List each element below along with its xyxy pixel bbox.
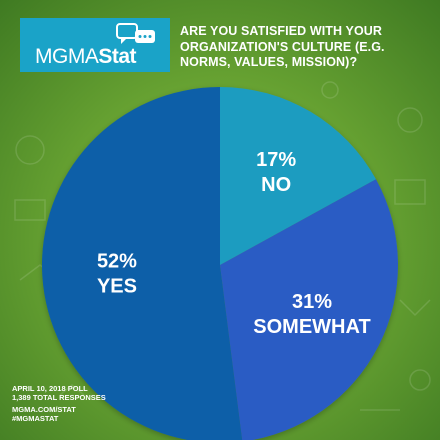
pie-slice-somewhat: [220, 179, 398, 440]
pie-label-category-no: NO: [261, 174, 291, 196]
total-responses: 1,389 TOTAL RESPONSES: [12, 393, 106, 402]
pie-slice-yes: [42, 87, 243, 440]
hashtag: #MGMASTAT: [12, 414, 59, 423]
poll-info: APRIL 10, 2018 POLL 1,389 TOTAL RESPONSE…: [12, 384, 152, 402]
pie-label-percent-no: 17%: [256, 149, 296, 171]
mgma-stat-logo: MGMAStat: [20, 18, 170, 72]
poll-question: ARE YOU SATISFIED WITH YOUR ORGANIZATION…: [180, 24, 385, 69]
pie-label-percent-somewhat: 31%: [292, 291, 332, 313]
pie-label-category-yes: YES: [97, 275, 137, 297]
pie-label-percent-yes: 52%: [97, 250, 137, 272]
website-link[interactable]: MGMA.COM/STAT: [12, 405, 76, 414]
links: MGMA.COM/STAT #MGMASTAT: [12, 405, 152, 423]
pie-label-category-somewhat: SOMEWHAT: [253, 316, 370, 338]
logo-brand: MGMA: [35, 45, 99, 68]
poll-date: APRIL 10, 2018 POLL: [12, 384, 88, 393]
pie-slices: [42, 87, 398, 440]
logo-stat: Stat: [98, 45, 137, 68]
chat-bubbles-icon: [116, 23, 155, 44]
pie-labels: 17% NO 31% SOMEWHAT 52% YES: [97, 149, 371, 338]
logo-wordmark: MGMAStat: [35, 45, 137, 69]
pie-slice-no: [220, 87, 376, 265]
